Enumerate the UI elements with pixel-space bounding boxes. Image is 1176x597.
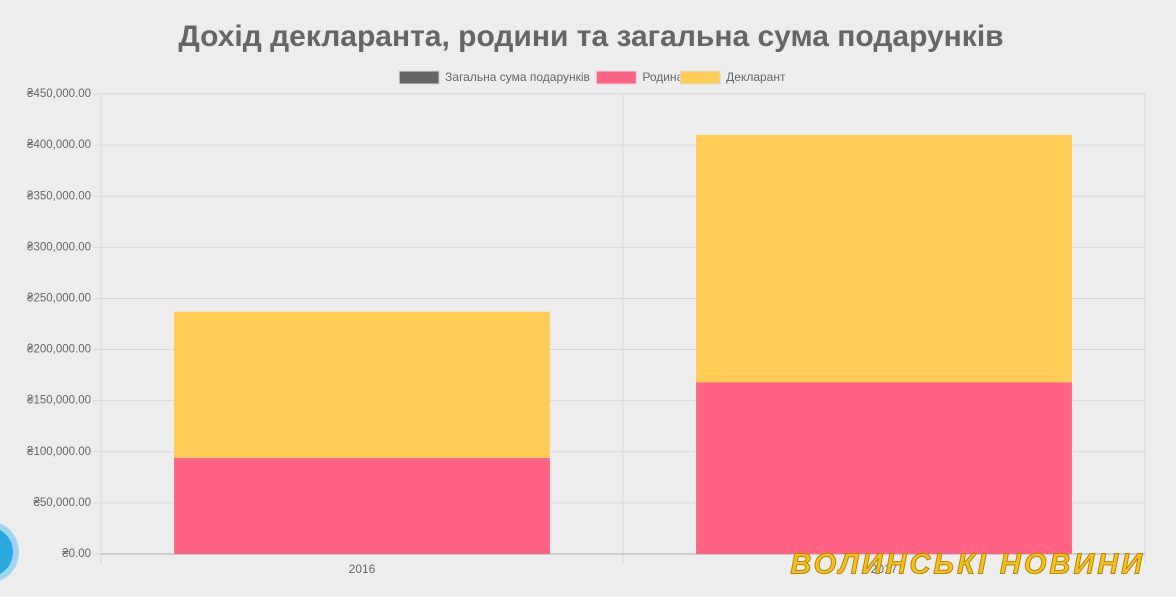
- legend-swatch: [595, 70, 637, 85]
- legend-swatch: [679, 70, 721, 85]
- y-tick-label: ₴150,000.00: [27, 395, 91, 407]
- x-tick-label: 2017: [871, 562, 898, 576]
- y-tick-label: ₴50,000.00: [33, 497, 91, 509]
- y-tick-label: ₴250,000.00: [27, 292, 91, 304]
- legend-swatch: [398, 70, 440, 85]
- bar: [696, 134, 1072, 383]
- x-tick-label: 2016: [349, 562, 376, 576]
- y-tick-label: ₴400,000.00: [27, 139, 91, 151]
- legend-label: Родина: [642, 70, 683, 84]
- y-tick-label: ₴300,000.00: [27, 241, 91, 253]
- y-tick-label: ₴200,000.00: [27, 344, 91, 356]
- legend-label: Декларант: [726, 70, 786, 84]
- legend-label: Загальна сума подарунків: [445, 70, 590, 84]
- y-tick-label: ₴0.00: [62, 548, 91, 560]
- y-tick-label: ₴100,000.00: [27, 446, 91, 458]
- y-tick-label: ₴350,000.00: [27, 190, 91, 202]
- watermark: ВОЛИНСЬКІ НОВИНИ: [790, 549, 1145, 581]
- bar: [174, 457, 550, 554]
- decor-circle: [0, 523, 19, 581]
- chart-title: Дохід декларанта, родини та загальна сум…: [178, 20, 1003, 53]
- y-tick-label: ₴450,000.00: [27, 88, 91, 100]
- bar: [696, 382, 1072, 554]
- bar: [174, 311, 550, 458]
